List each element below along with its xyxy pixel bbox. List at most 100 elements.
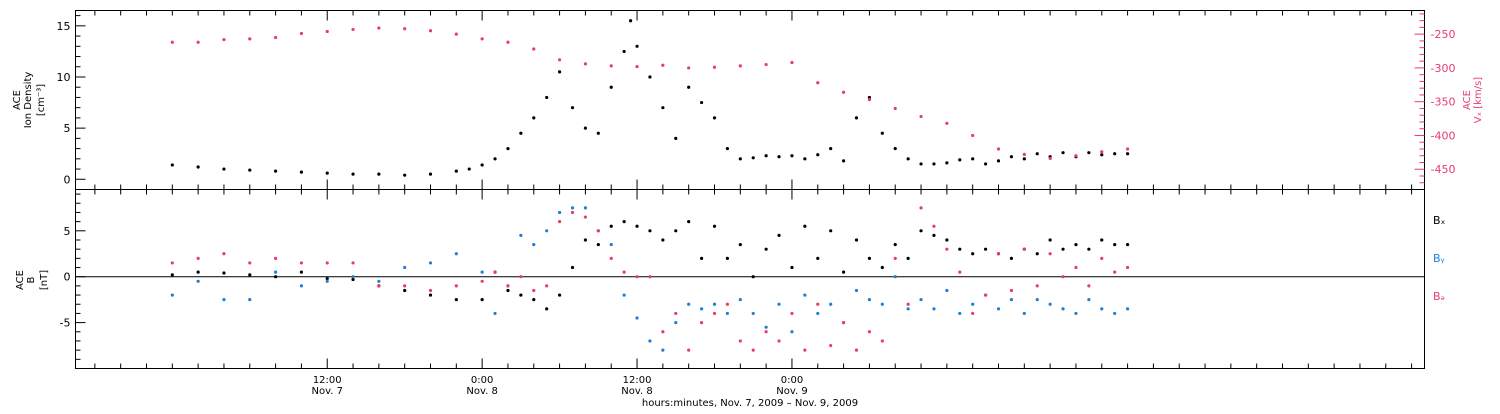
data-point bbox=[699, 256, 704, 260]
data-point bbox=[1022, 157, 1026, 161]
data-point bbox=[506, 288, 510, 293]
data-point bbox=[996, 252, 1001, 256]
data-point bbox=[790, 60, 794, 65]
data-point bbox=[687, 220, 691, 224]
data-point bbox=[841, 159, 846, 163]
data-point bbox=[222, 298, 226, 302]
data-point bbox=[325, 171, 329, 175]
data-point bbox=[816, 153, 820, 157]
data-point bbox=[712, 311, 717, 316]
data-point bbox=[919, 229, 923, 233]
data-point bbox=[893, 275, 897, 279]
data-point bbox=[628, 19, 633, 23]
data-point bbox=[570, 265, 575, 270]
data-point bbox=[532, 242, 536, 247]
data-point bbox=[222, 252, 226, 256]
data-point bbox=[351, 172, 355, 176]
data-point bbox=[351, 27, 355, 32]
xtick-label-date: Nov. 7 bbox=[311, 386, 342, 397]
data-point bbox=[829, 343, 833, 348]
data-point bbox=[622, 270, 626, 274]
data-point bbox=[1009, 256, 1014, 260]
data-point bbox=[454, 169, 458, 173]
data-point bbox=[816, 256, 820, 260]
data-point bbox=[454, 252, 458, 256]
data-point bbox=[1048, 156, 1052, 161]
xtick-label-time: 12:00 bbox=[313, 375, 342, 386]
data-point bbox=[480, 298, 484, 302]
data-point bbox=[648, 339, 652, 343]
data-point bbox=[1087, 298, 1091, 302]
data-point bbox=[971, 252, 975, 256]
data-point bbox=[867, 95, 872, 100]
data-point bbox=[764, 154, 768, 158]
data-point bbox=[635, 224, 639, 228]
data-point bbox=[1113, 311, 1117, 316]
data-point bbox=[932, 224, 936, 228]
data-point bbox=[919, 114, 923, 119]
data-point bbox=[893, 146, 897, 151]
legend-by: Bᵧ bbox=[1433, 252, 1445, 265]
data-point bbox=[506, 40, 510, 44]
data-point bbox=[790, 154, 794, 158]
data-point bbox=[854, 116, 859, 120]
data-point bbox=[545, 307, 549, 311]
xtick-label-date: Nov. 9 bbox=[776, 386, 807, 397]
data-point bbox=[1100, 238, 1104, 242]
data-point bbox=[557, 220, 562, 224]
bottom-panel-ticks: -5 0 5 bbox=[60, 193, 86, 360]
data-point bbox=[751, 348, 755, 352]
data-point bbox=[622, 49, 626, 54]
data-point bbox=[480, 270, 484, 274]
data-point bbox=[480, 37, 484, 41]
data-point bbox=[1009, 155, 1014, 159]
top-ytick-label: 10 bbox=[57, 71, 71, 84]
data-point bbox=[519, 293, 523, 297]
legend-bx: Bₓ bbox=[1433, 214, 1446, 227]
x-axis-label: hours:minutes, Nov. 7, 2009 – Nov. 9, 20… bbox=[642, 398, 858, 409]
data-point bbox=[1035, 298, 1039, 302]
data-point bbox=[532, 116, 536, 120]
data-point bbox=[557, 210, 562, 215]
data-point bbox=[170, 273, 174, 277]
data-point bbox=[725, 302, 730, 306]
data-point bbox=[403, 173, 407, 177]
data-point bbox=[273, 35, 278, 40]
data-point bbox=[816, 81, 820, 85]
data-point bbox=[325, 276, 329, 281]
data-point bbox=[635, 275, 639, 279]
top-panel-right-ticks: -450 -400 -350 -300 -250 bbox=[1414, 13, 1455, 184]
data-point bbox=[919, 162, 923, 166]
data-point bbox=[777, 339, 781, 343]
data-point bbox=[480, 279, 484, 283]
data-point bbox=[248, 298, 252, 302]
data-point bbox=[532, 298, 536, 302]
data-point bbox=[506, 284, 510, 288]
data-point bbox=[609, 256, 613, 260]
data-point bbox=[170, 293, 174, 297]
data-point bbox=[932, 233, 936, 237]
data-point bbox=[1035, 284, 1039, 288]
data-point bbox=[1125, 152, 1130, 156]
data-point bbox=[945, 288, 949, 293]
data-point bbox=[403, 288, 407, 293]
data-point bbox=[545, 284, 549, 288]
data-point bbox=[738, 339, 742, 343]
data-point bbox=[248, 261, 252, 265]
data-point bbox=[983, 162, 988, 166]
data-point bbox=[570, 206, 575, 210]
top-ylabel-line1: ACE bbox=[12, 90, 23, 110]
data-point bbox=[1048, 252, 1052, 256]
top-ylabel-unit: [cm⁻³] bbox=[36, 84, 47, 116]
data-point bbox=[790, 311, 794, 316]
data-point bbox=[493, 311, 497, 316]
data-point bbox=[803, 224, 807, 228]
data-point bbox=[829, 146, 833, 151]
data-point bbox=[1022, 152, 1026, 156]
data-point bbox=[751, 156, 755, 160]
data-point bbox=[1074, 242, 1078, 247]
data-point bbox=[519, 275, 523, 279]
data-point bbox=[273, 275, 278, 279]
data-point bbox=[545, 95, 549, 100]
